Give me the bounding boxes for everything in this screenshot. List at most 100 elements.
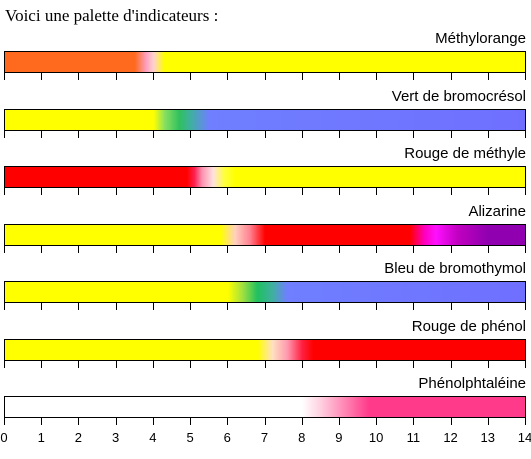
- ph-tick-label: 2: [74, 430, 83, 445]
- ph-tick-label: 12: [443, 430, 458, 445]
- scale-tick: [115, 130, 117, 138]
- ph-tick-label: 1: [37, 430, 45, 445]
- scale-tick: [413, 245, 415, 253]
- scale-tick: [78, 130, 80, 138]
- scale-tick: [78, 73, 80, 80]
- scale-tick: [301, 130, 303, 138]
- scale-tick: [338, 360, 340, 368]
- indicator-label: Méthylorange: [435, 30, 526, 47]
- scale-tick: [115, 303, 117, 310]
- scale-tick: [152, 188, 154, 195]
- scale-tick: [78, 245, 80, 253]
- ph-tick-label: 6: [223, 430, 231, 445]
- scale-tick: [152, 73, 154, 80]
- scale-tick: [264, 245, 266, 253]
- scale-tick: [301, 418, 303, 425]
- scale-tick: [264, 130, 266, 138]
- ph-tick-label: 9: [335, 430, 343, 445]
- scale-tick: [525, 130, 526, 138]
- scale-tick: [338, 418, 340, 425]
- scale-tick: [190, 188, 192, 195]
- ph-tick-label: 11: [406, 430, 421, 445]
- scale-tick: [152, 303, 154, 310]
- scale-tick: [487, 418, 489, 425]
- indicator-color-bar: [4, 396, 526, 418]
- scale-tick: [338, 73, 340, 80]
- ph-tick-label: 8: [298, 430, 306, 445]
- scale-tick: [190, 303, 192, 310]
- scale-tick: [152, 245, 154, 253]
- scale-tick: [190, 245, 192, 253]
- scale-tick: [338, 188, 340, 195]
- ph-tick-label: 13: [480, 430, 496, 445]
- scale-tick: [264, 360, 266, 368]
- scale-tick: [190, 130, 192, 138]
- scale-tick: [338, 303, 340, 310]
- scale-tick: [487, 303, 489, 310]
- scale-tick: [115, 418, 117, 425]
- ph-tick-label: 10: [368, 430, 384, 445]
- scale-tick: [338, 245, 340, 253]
- scale-tick: [450, 418, 452, 425]
- scale-tick: [413, 73, 415, 80]
- scale-tick: [41, 73, 43, 80]
- ph-tick-label: 5: [186, 430, 194, 445]
- scale-tick: [450, 245, 452, 253]
- indicator-color-bar: [4, 223, 526, 246]
- scale-tick: [41, 360, 43, 368]
- scale-tick: [227, 303, 229, 310]
- scale-tick: [264, 73, 266, 80]
- scale-tick: [487, 73, 489, 80]
- scale-tick: [152, 418, 154, 425]
- scale-tick: [78, 360, 80, 368]
- scale-tick: [301, 360, 303, 368]
- scale-tick: [413, 130, 415, 138]
- scale-tick: [78, 303, 80, 310]
- scale-tick: [152, 130, 154, 138]
- scale-tick: [190, 73, 192, 80]
- ph-tick-label: 3: [112, 430, 120, 445]
- scale-tick: [487, 130, 489, 138]
- ph-tick-label: 4: [149, 430, 157, 445]
- scale-tick: [450, 303, 452, 310]
- indicator-color-bar: [4, 338, 526, 361]
- scale-tick: [4, 188, 5, 195]
- scale-tick: [413, 303, 415, 310]
- scale-tick: [227, 130, 229, 138]
- scale-tick: [450, 360, 452, 368]
- scale-tick: [376, 303, 378, 310]
- scale-tick: [264, 303, 266, 310]
- scale-tick: [4, 245, 5, 253]
- scale-tick: [190, 360, 192, 368]
- ph-tick-label: 7: [260, 430, 269, 445]
- scale-tick: [115, 188, 117, 195]
- scale-tick: [152, 360, 154, 368]
- scale-tick: [115, 245, 117, 253]
- scale-tick: [487, 245, 489, 253]
- scale-tick: [78, 418, 80, 425]
- scale-tick: [301, 73, 303, 80]
- scale-tick: [413, 360, 415, 368]
- scale-tick: [301, 188, 303, 195]
- scale-tick: [227, 245, 229, 253]
- scale-tick: [450, 73, 452, 80]
- scale-tick: [115, 360, 117, 368]
- indicator-color-bar: [4, 51, 526, 73]
- scale-tick: [525, 73, 526, 80]
- scale-tick: [41, 418, 43, 425]
- scale-tick: [487, 188, 489, 195]
- scale-tick: [450, 188, 452, 195]
- scale-tick: [115, 73, 117, 80]
- scale-tick: [227, 188, 229, 195]
- scale-tick: [413, 188, 415, 195]
- scale-tick: [264, 188, 266, 195]
- scale-tick: [301, 245, 303, 253]
- scale-tick: [525, 418, 526, 425]
- scale-tick: [227, 73, 229, 80]
- indicator-label: Rouge de méthyle: [404, 145, 526, 162]
- scale-tick: [41, 245, 43, 253]
- scale-tick: [41, 188, 43, 195]
- scale-tick: [376, 130, 378, 138]
- scale-tick: [376, 360, 378, 368]
- page-title: Voici une palette d'indicateurs :: [5, 6, 219, 25]
